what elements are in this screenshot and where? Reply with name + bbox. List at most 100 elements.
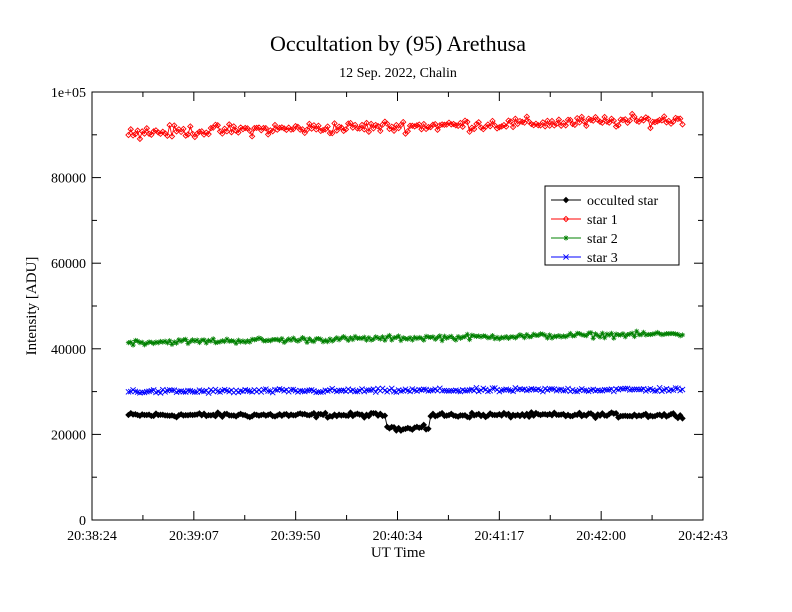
data-point (399, 118, 407, 126)
data-point (675, 331, 681, 337)
data-point (441, 121, 448, 129)
y-tick-label: 80000 (51, 172, 86, 187)
data-point (198, 388, 205, 395)
data-point (556, 333, 562, 339)
data-point (528, 333, 534, 340)
data-point (416, 334, 422, 341)
data-point (279, 336, 285, 342)
data-point (492, 336, 498, 342)
data-point (649, 118, 656, 126)
data-point (487, 334, 493, 341)
data-point (306, 336, 312, 342)
data-point (663, 119, 670, 126)
data-point (139, 339, 145, 345)
data-point (430, 334, 436, 340)
data-point (604, 387, 610, 393)
data-point (420, 120, 428, 128)
data-point (312, 126, 320, 133)
data-point (580, 118, 588, 125)
data-point (214, 122, 221, 129)
data-point (679, 386, 686, 393)
data-point (235, 337, 241, 343)
data-point (265, 388, 272, 395)
data-point (422, 125, 430, 133)
data-point (377, 127, 384, 135)
data-point (418, 126, 425, 133)
data-point (402, 336, 409, 342)
data-point (601, 113, 608, 121)
data-point (505, 335, 512, 342)
data-point (546, 122, 553, 129)
data-point (193, 130, 201, 137)
data-point (242, 339, 248, 345)
data-point (502, 123, 510, 130)
data-point (311, 338, 317, 345)
data-point (547, 332, 553, 338)
data-point (640, 329, 647, 335)
data-point (368, 337, 374, 343)
data-point (238, 339, 244, 345)
data-point (200, 131, 208, 138)
data-point (466, 336, 473, 343)
data-point (428, 334, 434, 341)
data-point (194, 337, 200, 343)
data-point (636, 386, 642, 393)
data-point (264, 131, 272, 138)
data-point (460, 334, 466, 340)
data-point (340, 127, 347, 135)
data-point (617, 116, 624, 123)
data-point (143, 388, 150, 395)
data-point (560, 387, 567, 394)
data-point (586, 330, 592, 336)
data-point (356, 125, 363, 132)
x-axis: 20:38:24 20:39:07 20:39:50 20:40:34 20:41:17… (67, 92, 728, 544)
data-point (643, 332, 649, 338)
data-point (650, 331, 656, 337)
chart-subtitle: 12 Sep. 2022, Chalin (339, 66, 457, 81)
data-point (619, 116, 627, 124)
data-point (343, 335, 349, 341)
data-point (244, 338, 251, 344)
data-point (210, 336, 216, 342)
data-point (309, 338, 315, 344)
data-point (269, 127, 276, 135)
data-point (288, 337, 294, 343)
y-tick-label: 60000 (51, 257, 86, 272)
data-point (304, 387, 310, 394)
data-point (439, 387, 446, 394)
data-point (173, 340, 180, 346)
data-point (425, 334, 431, 340)
legend-label: star 1 (587, 213, 618, 228)
data-point (180, 125, 187, 133)
data-point (473, 333, 480, 340)
series-star-3 (125, 384, 686, 397)
data-point (144, 340, 150, 346)
data-point (453, 337, 459, 343)
data-point (208, 338, 214, 344)
y-tick-label: 40000 (51, 343, 86, 358)
data-point (553, 120, 560, 128)
data-point (466, 414, 473, 421)
data-point (263, 338, 269, 344)
data-point (251, 337, 257, 343)
data-point (411, 123, 418, 130)
data-point (328, 129, 336, 137)
data-point (334, 335, 340, 341)
data-point (189, 337, 196, 343)
data-point (638, 332, 644, 338)
data-point (363, 337, 370, 343)
data-point (471, 333, 477, 339)
data-point (363, 387, 370, 394)
data-point (207, 124, 215, 132)
data-point (324, 123, 331, 130)
series-star-1 (125, 110, 686, 143)
data-point (281, 339, 287, 345)
data-point (379, 334, 386, 340)
data-point (469, 332, 475, 338)
data-point (647, 124, 654, 132)
data-point (134, 127, 141, 134)
data-point (171, 339, 177, 345)
data-point (136, 135, 144, 143)
data-point (446, 334, 452, 340)
data-point (549, 386, 555, 392)
